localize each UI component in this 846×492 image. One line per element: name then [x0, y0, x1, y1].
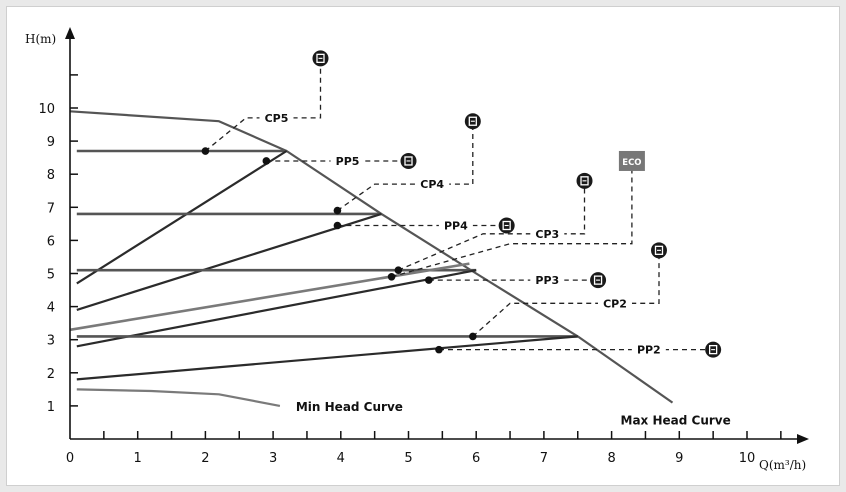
callout-label-bg-cp5	[259, 109, 294, 125]
mode-badge-glyph	[502, 220, 511, 231]
eco-badge-icon: ECO	[618, 150, 645, 171]
callout-label-bg-pp4	[438, 217, 473, 233]
callout-label-pp5: PP5	[336, 155, 360, 168]
operating-point-pp2	[435, 345, 443, 354]
mode-badge-icon	[590, 272, 607, 289]
x-tick-label-2: 2	[201, 451, 209, 466]
operating-point-pp5	[262, 157, 271, 165]
callout-label-pp2: PP2	[637, 344, 661, 357]
operating-point-pp3	[425, 276, 433, 284]
x-tick-label-9: 9	[675, 451, 683, 466]
curve-cp3	[76, 269, 477, 348]
curve-cp4	[76, 212, 382, 311]
operating-point-pp4	[333, 221, 342, 230]
x-tick-label-3: 3	[269, 451, 277, 466]
curve-label-max-head-curve: Max Head Curve	[621, 414, 731, 428]
x-tick-label-5: 5	[404, 451, 412, 466]
callout-label-cp3: CP3	[535, 228, 559, 241]
callout-line-cp3	[398, 187, 586, 271]
x-tick-label-1: 1	[134, 451, 142, 466]
callout-label-bg-pp2	[631, 341, 666, 357]
x-axis-arrow	[797, 434, 809, 444]
mode-badge-glyph	[404, 156, 413, 166]
mode-badge-glyph	[580, 176, 589, 186]
mode-badge-glyph	[709, 344, 718, 355]
callout-label-bg-cp2	[597, 295, 632, 311]
operating-point-cp2	[469, 332, 477, 341]
callout-label-bg-cp3	[530, 225, 565, 241]
mode-badge-icon	[650, 242, 667, 259]
x-tick-label-7: 7	[540, 451, 548, 466]
mode-badge-glyph	[316, 53, 325, 63]
y-tick-label-2: 2	[47, 367, 55, 382]
callout-label-pp3: PP3	[535, 274, 559, 287]
callout-label-cp4: CP4	[420, 178, 444, 191]
y-tick-label-6: 6	[47, 234, 55, 249]
mode-badge-glyph	[593, 275, 603, 285]
callout-label-bg-pp3	[530, 272, 565, 288]
y-axis-arrow	[65, 27, 75, 39]
chart-frame: Max Head Curve Min Head Curve CP5 PP5 CP4 PP…	[6, 6, 840, 486]
operating-point-cp4	[333, 206, 342, 215]
operating-point-cp5	[201, 147, 210, 155]
operating-point-eco	[387, 273, 396, 281]
curve-eco	[69, 262, 470, 332]
x-tick-label-6: 6	[472, 451, 480, 466]
callout-label-cp5: CP5	[265, 112, 289, 125]
curve-max-head-curve	[69, 110, 674, 404]
mode-badge-icon	[464, 113, 481, 130]
mode-badge-icon	[498, 217, 515, 234]
x-tick-label-4: 4	[337, 451, 345, 466]
eco-badge-bg	[618, 150, 645, 171]
curve-min-head-curve	[76, 388, 281, 407]
pump-performance-chart: Max Head Curve Min Head Curve CP5 PP5 CP4 PP…	[25, 27, 809, 472]
mode-badge-icon	[705, 341, 722, 358]
callout-label-bg-cp4	[415, 176, 450, 192]
callout-label-bg-pp5	[330, 152, 365, 168]
x-tick-label-0: 0	[66, 451, 74, 466]
y-tick-label-8: 8	[47, 168, 55, 183]
y-tick-label-7: 7	[47, 201, 55, 216]
y-tick-label-1: 1	[47, 400, 55, 415]
x-tick-label-8: 8	[607, 451, 615, 466]
callout-line-eco	[391, 167, 633, 278]
callout-label-cp2: CP2	[603, 297, 627, 310]
y-tick-label-10: 10	[38, 102, 55, 117]
curve-cp2	[76, 335, 578, 381]
curve-cp5	[76, 150, 288, 285]
mode-badge-icon	[400, 152, 417, 169]
y-tick-label-9: 9	[47, 135, 55, 150]
x-tick-label-10: 10	[739, 451, 756, 466]
callout-label-pp4: PP4	[444, 220, 468, 233]
mode-badge-icon	[576, 172, 593, 189]
curve-label-min-head-curve: Min Head Curve	[296, 400, 403, 414]
y-tick-label-5: 5	[47, 268, 55, 283]
eco-badge-label: ECO	[622, 158, 641, 168]
y-axis-title: H(m)	[25, 32, 56, 46]
mode-badge-glyph	[654, 245, 664, 255]
y-tick-label-4: 4	[47, 301, 55, 316]
callout-line-cp5	[204, 65, 322, 152]
mode-badge-icon	[312, 50, 329, 67]
mode-badge-glyph	[468, 116, 477, 126]
operating-point-cp3	[394, 266, 403, 274]
y-tick-label-3: 3	[47, 334, 55, 349]
x-axis-title: Q(m³/h)	[759, 458, 806, 472]
